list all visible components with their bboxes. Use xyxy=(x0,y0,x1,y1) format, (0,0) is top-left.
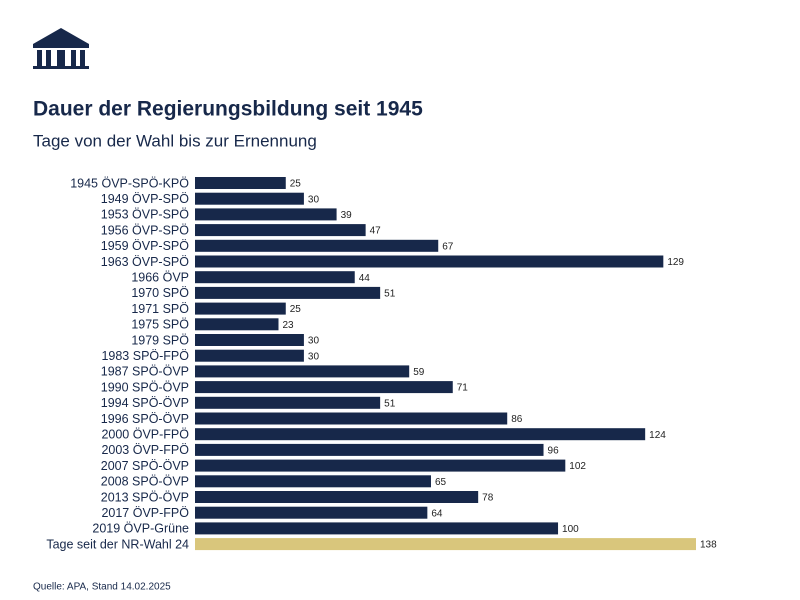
value-label: 51 xyxy=(384,289,396,300)
category-label: 1979 SPÖ xyxy=(131,333,189,347)
category-label: 1990 SPÖ-ÖVP xyxy=(101,380,189,394)
bar xyxy=(195,459,566,472)
category-label: 1987 SPÖ-ÖVP xyxy=(101,365,189,379)
category-label: 2008 SPÖ-ÖVP xyxy=(101,475,189,489)
bar xyxy=(195,286,381,299)
category-label: 1996 SPÖ-ÖVP xyxy=(101,412,189,426)
value-label: 100 xyxy=(562,524,579,535)
bar xyxy=(195,271,355,284)
logo xyxy=(33,28,89,69)
category-label: 1971 SPÖ xyxy=(131,302,189,316)
value-label: 30 xyxy=(308,194,320,205)
bar xyxy=(195,428,646,441)
bar xyxy=(195,224,366,237)
value-label: 51 xyxy=(384,398,396,409)
bar xyxy=(195,318,279,331)
category-label: 1975 SPÖ xyxy=(131,318,189,332)
bar xyxy=(195,365,410,378)
category-label: 2017 ÖVP-FPÖ xyxy=(101,506,189,520)
value-label: 30 xyxy=(308,351,320,362)
bar xyxy=(195,302,286,315)
value-label: 102 xyxy=(569,461,586,472)
bar xyxy=(195,208,337,221)
bar xyxy=(195,255,664,268)
bar xyxy=(195,349,304,362)
source: Quelle: APA, Stand 14.02.2025 xyxy=(33,582,171,593)
category-label: 1994 SPÖ-ÖVP xyxy=(101,396,189,410)
bar xyxy=(195,177,286,189)
value-label: 39 xyxy=(341,210,353,221)
category-label: 1945 ÖVP-SPÖ-KPÖ xyxy=(70,176,189,190)
value-label: 44 xyxy=(359,273,371,284)
bar xyxy=(195,506,428,519)
category-label: 1949 ÖVP-SPÖ xyxy=(101,192,190,206)
value-label: 124 xyxy=(649,430,666,441)
value-label: 59 xyxy=(413,367,425,378)
category-label: 1959 ÖVP-SPÖ xyxy=(101,239,190,253)
category-label: 1983 SPÖ-FPÖ xyxy=(101,349,189,363)
category-label: 2003 ÖVP-FPÖ xyxy=(101,443,189,457)
bar xyxy=(195,381,453,394)
bar xyxy=(195,475,431,488)
category-label: 1953 ÖVP-SPÖ xyxy=(101,208,190,222)
category-label: 2007 SPÖ-ÖVP xyxy=(101,459,189,473)
category-label: 2013 SPÖ-ÖVP xyxy=(101,490,189,504)
category-label: 2000 ÖVP-FPÖ xyxy=(101,427,189,441)
value-label: 138 xyxy=(700,540,717,551)
value-label: 25 xyxy=(290,304,302,315)
category-label: Tage seit der NR-Wahl 24 xyxy=(46,537,189,551)
bar xyxy=(195,192,304,205)
value-label: 86 xyxy=(511,414,523,425)
value-label: 30 xyxy=(308,336,320,347)
value-label: 64 xyxy=(431,508,443,519)
value-label: 25 xyxy=(290,179,302,190)
value-label: 23 xyxy=(283,320,295,331)
chart-title: Dauer der Regierungsbildung seit 1945 xyxy=(33,98,423,121)
value-label: 71 xyxy=(457,383,469,394)
chart-subtitle: Tage von der Wahl bis zur Ernennung xyxy=(33,131,317,150)
bar xyxy=(195,538,696,551)
value-label: 96 xyxy=(548,446,560,457)
bar xyxy=(195,396,381,409)
category-label: 1963 ÖVP-SPÖ xyxy=(101,255,190,269)
value-label: 47 xyxy=(370,226,382,237)
bar xyxy=(195,443,544,456)
value-label: 65 xyxy=(435,477,447,488)
bar xyxy=(195,412,508,425)
category-label: 1970 SPÖ xyxy=(131,286,189,300)
category-label: 1966 ÖVP xyxy=(131,270,189,284)
value-label: 78 xyxy=(482,493,494,504)
value-label: 67 xyxy=(442,241,454,252)
category-label: 1956 ÖVP-SPÖ xyxy=(101,223,190,237)
bar xyxy=(195,334,304,346)
value-label: 129 xyxy=(667,257,684,268)
bar xyxy=(195,239,439,252)
bar xyxy=(195,491,479,503)
category-label: 2019 ÖVP-Grüne xyxy=(92,522,189,536)
bar xyxy=(195,522,559,535)
